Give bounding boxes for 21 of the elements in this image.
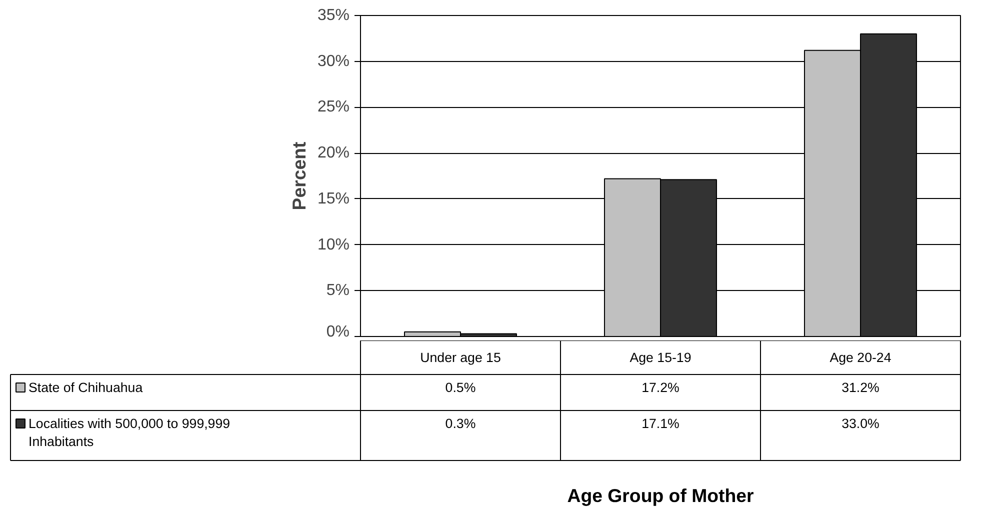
- y-tick-label: 5%: [326, 282, 350, 300]
- text: Age Group of Mother: [567, 485, 754, 506]
- y-tick-label: 25%: [317, 98, 350, 116]
- data-label: 0.5%: [445, 380, 476, 395]
- data-label: 17.2%: [642, 380, 680, 395]
- y-tick-label: 0%: [326, 324, 350, 340]
- y-tick-label: 35%: [317, 7, 350, 24]
- y-axis-title: Percent: [288, 142, 310, 210]
- data-label: 33.0%: [842, 416, 880, 431]
- legend-label: State of Chihuahua: [28, 380, 144, 395]
- data-label: 17.1%: [642, 416, 680, 431]
- data-label: 0.3%: [445, 416, 476, 431]
- y-tick-label: 30%: [317, 52, 350, 70]
- x-tick-label: Age 20-24: [830, 350, 892, 365]
- x-tick-label: Age 15-19: [630, 350, 692, 365]
- data-label: 31.2%: [842, 380, 880, 395]
- legend-label: Localities with 500,000 to 999,999 Inhabitants: [28, 416, 230, 449]
- y-tick-label: 10%: [317, 236, 350, 254]
- x-tick-label: Under age 15: [420, 350, 501, 365]
- y-tick-label: 20%: [317, 144, 350, 162]
- y-tick-label: 15%: [317, 190, 350, 208]
